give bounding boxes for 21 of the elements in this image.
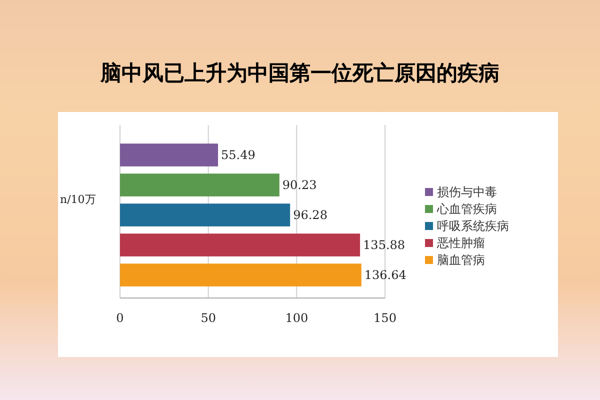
legend-label: 心血管疾病 xyxy=(436,202,497,216)
bar xyxy=(120,204,290,226)
bar xyxy=(120,234,360,256)
data-label: 96.28 xyxy=(293,208,328,222)
legend-label: 损伤与中毒 xyxy=(437,185,497,199)
bar xyxy=(120,174,280,196)
data-label: 90.23 xyxy=(282,178,317,192)
data-label: 136.64 xyxy=(364,268,407,282)
data-label: 55.49 xyxy=(221,148,256,162)
x-tick-label: 100 xyxy=(285,311,308,325)
y-axis-title: n/10万 xyxy=(60,193,96,206)
legend-label: 脑血管病 xyxy=(437,253,485,267)
legend-label: 呼吸系统疾病 xyxy=(437,219,509,233)
bar xyxy=(120,144,218,166)
x-tick-label: 0 xyxy=(116,311,124,325)
x-tick-label: 150 xyxy=(374,311,396,325)
legend-label: 恶性肿瘤 xyxy=(436,236,485,250)
x-tick-label: 50 xyxy=(200,311,216,325)
bar xyxy=(120,264,362,286)
chart-title: 脑中风已上升为中国第一位死亡原因的疾病 xyxy=(100,61,500,85)
data-label: 135.88 xyxy=(363,238,406,252)
